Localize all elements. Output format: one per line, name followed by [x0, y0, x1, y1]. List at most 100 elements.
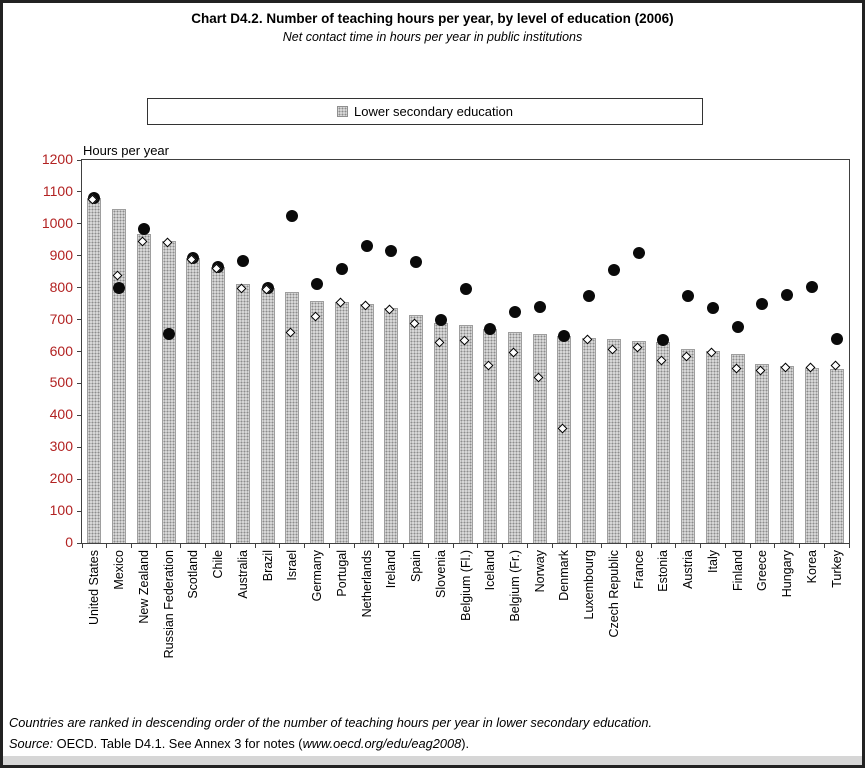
source-close: ).	[461, 736, 470, 751]
x-axis-label: Portugal	[334, 550, 349, 597]
y-tick-label: 300	[49, 438, 73, 455]
x-tick-mark	[229, 543, 231, 548]
bar-lower-secondary	[780, 365, 795, 543]
x-axis-label: New Zealand	[136, 550, 151, 624]
circle-marker	[508, 305, 521, 318]
legend-label: Lower secondary education	[354, 104, 513, 119]
x-axis-label: Mexico	[112, 550, 127, 590]
bar-lower-secondary	[656, 341, 671, 543]
x-tick-mark	[700, 543, 702, 548]
bar-lower-secondary	[532, 334, 547, 543]
circle-marker	[162, 327, 175, 340]
y-tick-label: 100	[49, 502, 73, 519]
x-tick-mark	[180, 543, 182, 548]
x-tick-mark	[675, 543, 677, 548]
circle-marker	[533, 300, 546, 313]
x-axis-label: Iceland	[483, 550, 498, 591]
x-axis-label: Australia	[235, 550, 250, 599]
x-tick-mark	[502, 543, 504, 548]
circle-marker	[360, 240, 373, 253]
y-tick-mark	[77, 191, 82, 193]
x-axis-label: Norway	[532, 550, 547, 593]
y-axis-title: Hours per year	[83, 143, 169, 158]
x-axis-label: Belgium (Fl.)	[458, 550, 473, 621]
x-tick-mark	[526, 543, 528, 548]
x-axis-label: Denmark	[557, 550, 572, 601]
x-tick-mark	[551, 543, 553, 548]
y-tick-label: 200	[49, 470, 73, 487]
bar-lower-secondary	[285, 291, 300, 543]
circle-marker	[484, 322, 497, 335]
bar-lower-secondary	[606, 338, 621, 543]
x-axis-label: Spain	[409, 550, 424, 582]
y-tick-mark	[77, 287, 82, 289]
y-tick-label: 500	[49, 374, 73, 391]
x-tick-mark	[452, 543, 454, 548]
y-tick-mark	[77, 255, 82, 257]
circle-marker	[410, 256, 423, 269]
x-tick-mark	[724, 543, 726, 548]
circle-marker	[311, 278, 324, 291]
y-tick-label: 1100	[42, 182, 73, 199]
x-tick-mark	[304, 543, 306, 548]
bottom-strip	[3, 756, 862, 765]
x-tick-mark	[205, 543, 207, 548]
x-tick-mark	[353, 543, 355, 548]
x-axis-label: Germany	[310, 550, 325, 602]
x-tick-mark	[601, 543, 603, 548]
bar-lower-secondary	[507, 331, 522, 543]
circle-marker	[781, 289, 794, 302]
circle-marker	[137, 222, 150, 235]
x-axis-label: Chile	[211, 550, 226, 579]
y-tick-mark	[77, 542, 82, 544]
circle-marker	[805, 281, 818, 294]
bar-lower-secondary	[458, 324, 473, 543]
x-axis-label: Scotland	[186, 550, 201, 599]
bar-lower-secondary	[136, 234, 151, 543]
x-tick-mark	[823, 543, 825, 548]
bar-lower-secondary	[483, 328, 498, 543]
bar-lower-secondary	[829, 369, 844, 543]
bar-lower-secondary	[359, 303, 374, 543]
x-axis-label: Finland	[730, 550, 745, 591]
circle-marker	[459, 282, 472, 295]
x-tick-mark	[81, 543, 83, 548]
x-axis-label: Greece	[755, 550, 770, 591]
x-tick-mark	[799, 543, 801, 548]
bar-lower-secondary	[557, 336, 572, 543]
y-tick-mark	[77, 319, 82, 321]
y-tick-label: 0	[65, 534, 73, 550]
circle-marker	[236, 254, 249, 267]
bar-lower-secondary	[582, 338, 597, 543]
x-tick-mark	[328, 543, 330, 548]
x-tick-mark	[403, 543, 405, 548]
circle-marker	[632, 246, 645, 259]
bar-lower-secondary	[409, 315, 424, 543]
x-axis-label: Ireland	[384, 550, 399, 589]
y-tick-label: 900	[49, 246, 73, 263]
x-axis-label: Austria	[681, 550, 696, 589]
x-axis-label: Luxembourg	[582, 550, 597, 620]
bar-lower-secondary	[186, 257, 201, 543]
y-tick-mark	[77, 223, 82, 225]
source-text: OECD. Table D4.1. See Annex 3 for notes …	[53, 736, 303, 751]
x-tick-mark	[254, 543, 256, 548]
x-tick-mark	[279, 543, 281, 548]
circle-marker	[583, 289, 596, 302]
y-tick-mark	[77, 159, 82, 161]
bar-lower-secondary	[384, 308, 399, 543]
x-axis-label: Brazil	[260, 550, 275, 582]
legend: Lower secondary education	[147, 98, 703, 125]
circle-marker	[385, 244, 398, 257]
y-tick-mark	[77, 382, 82, 384]
x-axis-label: Czech Republic	[606, 550, 621, 638]
x-tick-mark	[477, 543, 479, 548]
bar-lower-secondary	[235, 284, 250, 543]
x-tick-mark	[378, 543, 380, 548]
x-axis-label: Slovenia	[433, 550, 448, 598]
bar-lower-secondary	[112, 208, 127, 543]
bar-lower-secondary	[334, 302, 349, 543]
x-tick-mark	[106, 543, 108, 548]
x-axis-label: Estonia	[656, 550, 671, 592]
